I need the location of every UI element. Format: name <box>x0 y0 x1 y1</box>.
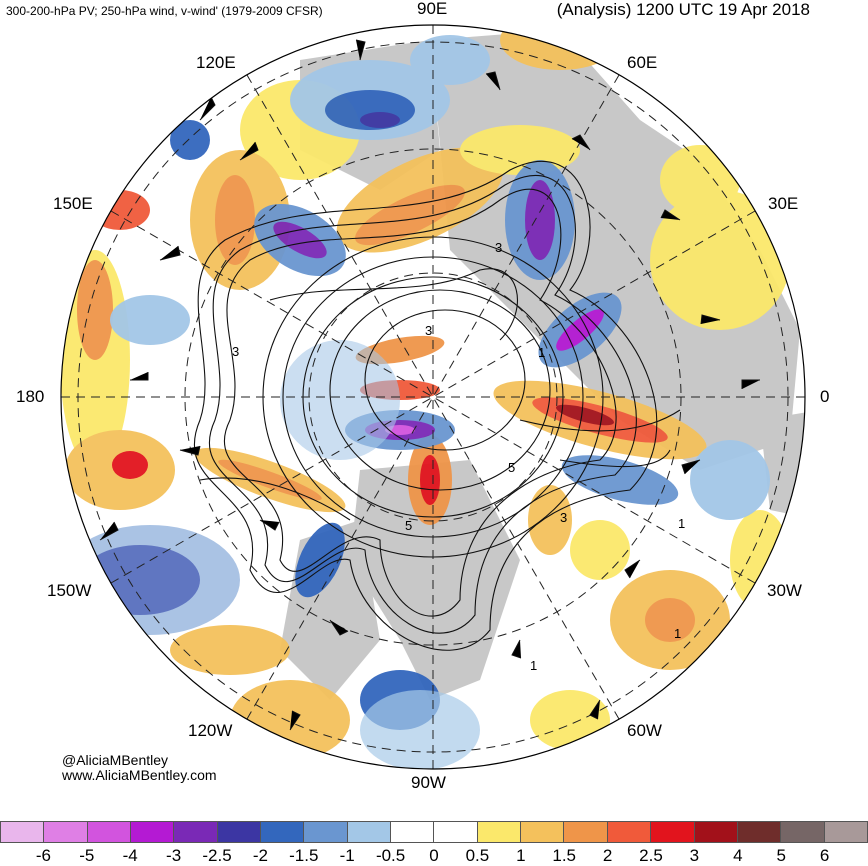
credit-website: www.AliciaMBentley.com <box>62 767 217 783</box>
lon-label-120w: 120W <box>188 721 233 740</box>
colorbar-swatch <box>650 821 694 843</box>
colorbar-tick-label: 0.5 <box>465 846 490 865</box>
contour-label: 3 <box>425 323 432 338</box>
lon-label-180: 180 <box>16 387 45 406</box>
colorbar-swatch <box>693 821 737 843</box>
colorbar-swatch <box>173 821 217 843</box>
colorbar-tick-label: 0 <box>429 846 439 865</box>
colorbar-tick-label: 2.5 <box>639 846 663 865</box>
lon-label-60w: 60W <box>627 721 662 740</box>
colorbar-tick-label: -1 <box>339 846 355 865</box>
lon-label-0: 0 <box>820 387 830 406</box>
lon-label-150e: 150E <box>53 194 93 213</box>
colorbar-swatch <box>0 821 44 843</box>
colorbar-tick-label: -0.5 <box>375 846 406 865</box>
lon-label-30e: 30E <box>768 194 799 213</box>
colorbar-swatch <box>736 821 781 843</box>
contour-label: 5 <box>508 460 515 475</box>
colorbar-swatch <box>563 821 607 843</box>
lon-label-120e: 120E <box>196 53 236 72</box>
map-description: 300-200-hPa PV; 250-hPa wind, v-wind' (1… <box>6 4 323 18</box>
colorbar-tick-label: -4 <box>122 846 138 865</box>
contour-label: 3 <box>560 510 567 525</box>
negative-anomalies <box>61 35 770 769</box>
colorbar-tick-label: 1 <box>516 846 526 865</box>
colorbar-swatch <box>823 821 868 843</box>
colorbar-swatch <box>43 821 87 843</box>
colorbar-swatch <box>130 821 174 843</box>
colorbar-swatch <box>606 821 651 843</box>
lon-label-90e: 90E <box>417 0 448 18</box>
wind-barbs <box>99 39 760 731</box>
map-border <box>60 24 806 770</box>
colorbar-tick-label: 6 <box>819 846 830 865</box>
colorbar-swatch <box>346 821 391 843</box>
contour-label: 1 <box>538 345 545 360</box>
colorbar <box>0 821 868 843</box>
colorbar-tick-label: 3 <box>689 846 700 865</box>
polar-map: 3 3 3 3 5 5 1 1 1 1 <box>60 24 806 770</box>
lon-label-30w: 30W <box>767 581 802 600</box>
contour-label: 1 <box>678 516 685 531</box>
colorbar-swatch <box>390 821 434 843</box>
colorbar-swatch <box>433 821 477 843</box>
colorbar-tick-label: -6 <box>35 846 51 865</box>
analysis-time: (Analysis) 1200 UTC 19 Apr 2018 <box>556 0 810 19</box>
contour-label: 1 <box>530 658 537 673</box>
colorbar-tick-label: 5 <box>776 846 786 865</box>
colorbar-swatch <box>303 821 347 843</box>
colorbar-tick-label: 1.5 <box>552 846 577 865</box>
colorbar-tick-label: -3 <box>166 846 182 865</box>
colorbar-tick-label: 2 <box>602 846 613 865</box>
colorbar-swatch <box>86 821 131 843</box>
colorbar-tick-label: -5 <box>79 846 95 865</box>
colorbar-tick-label: -1.5 <box>289 846 319 865</box>
lon-label-150w: 150W <box>47 581 92 600</box>
graticule <box>61 25 805 769</box>
contour-label: 5 <box>405 518 412 533</box>
lon-label-90w: 90W <box>411 773 446 792</box>
credit-twitter: @AliciaMBentley <box>62 752 169 768</box>
lon-label-60e: 60E <box>627 53 658 72</box>
colorbar-swatch <box>780 821 824 843</box>
colorbar-swatch <box>260 821 304 843</box>
contour-label: 3 <box>495 240 502 255</box>
colorbar-tick-label: -2 <box>252 846 268 865</box>
contour-value-labels: 3 3 3 3 5 5 1 1 1 1 <box>232 240 685 673</box>
colorbar-tick-label: 4 <box>733 846 743 865</box>
colorbar-tick-label: -2.5 <box>202 846 232 865</box>
colorbar-swatch <box>476 821 521 843</box>
colorbar-swatch <box>216 821 261 843</box>
colorbar-ticks: -6 -5 -4 -3 -2.5 -2 -1.5 -1 -0.5 0 0.5 1 1.5 2 2.5 3 4 5 6 <box>0 846 868 865</box>
contour-label: 1 <box>674 626 681 641</box>
contour-label: 3 <box>232 344 239 359</box>
colorbar-swatch <box>520 821 564 843</box>
